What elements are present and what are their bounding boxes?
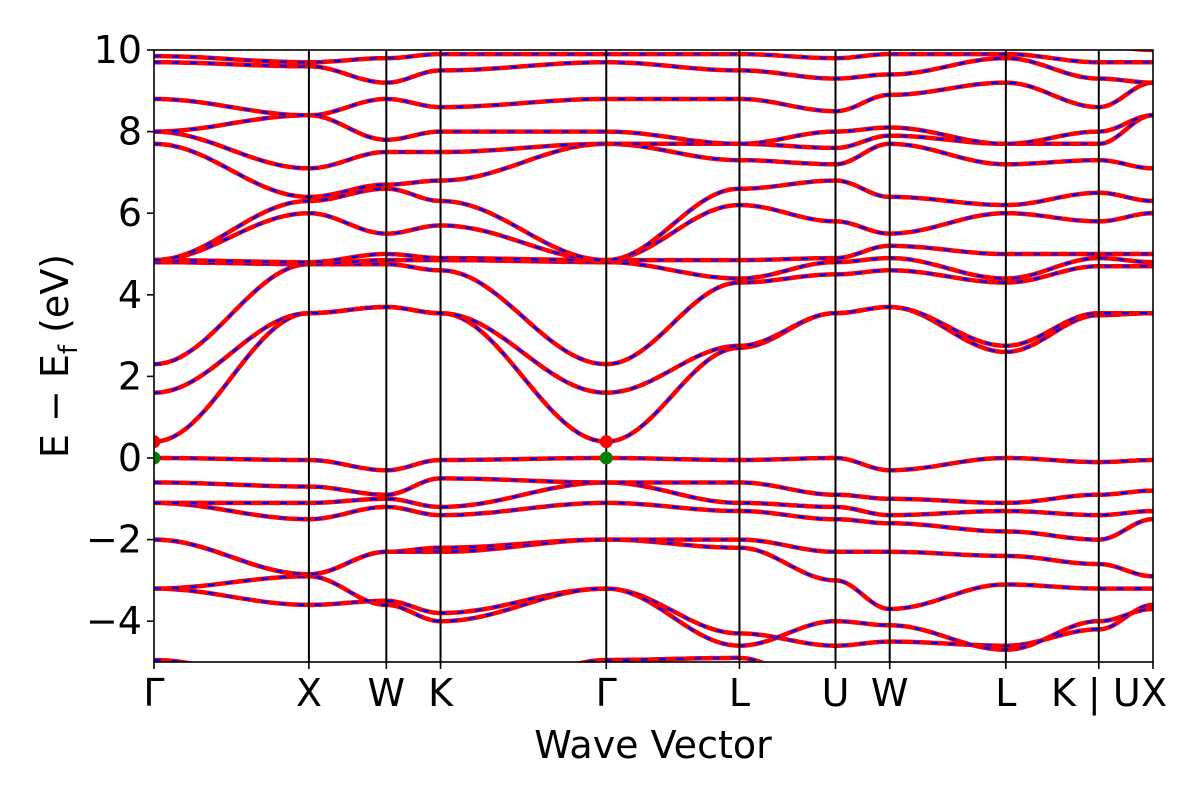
band-line-dashed: [154, 263, 1153, 366]
y-tick-label: 4: [118, 273, 142, 317]
y-tick-label: 2: [118, 354, 142, 398]
band-line-dashed: [154, 256, 1153, 280]
band-line-dashed: [154, 142, 1153, 199]
y-tick-label: 0: [118, 436, 142, 480]
plot-frame: [153, 49, 1154, 663]
x-tick-label: L: [729, 671, 750, 715]
x-tick-label: X: [1141, 671, 1167, 715]
x-tick-label: K | U: [1051, 671, 1141, 716]
band-line-dashed: [154, 52, 1153, 64]
band-line-dashed: [154, 481, 1153, 517]
y-axis-label-subscript: f: [54, 344, 84, 354]
x-tick-label: L: [995, 671, 1016, 715]
y-axis-label-unit: (eV): [33, 254, 77, 345]
x-tick-label: U: [822, 671, 850, 715]
band-line-dashed: [154, 456, 1153, 472]
y-tick-label: −2: [86, 518, 142, 562]
band-line-dashed: [154, 244, 1153, 264]
band-line-dashed: [154, 501, 1153, 541]
y-tick-label: −4: [86, 599, 142, 643]
y-tick-label: 6: [118, 191, 142, 235]
band-edge-markers: [154, 435, 613, 465]
x-tick-label: W: [871, 671, 909, 715]
x-tick-label: Γ: [143, 671, 164, 715]
high-symmetry-lines: [307, 50, 1100, 662]
cbm-marker: [599, 435, 613, 449]
x-tick-label: W: [368, 671, 406, 715]
y-tick-label: 8: [118, 110, 142, 154]
y-axis-label: E − Ef (eV): [33, 254, 84, 458]
band-line-dashed: [154, 477, 1153, 505]
cbm-marker: [154, 435, 161, 449]
x-tick-label: X: [296, 671, 322, 715]
x-tick-label: Γ: [596, 671, 617, 715]
y-axis-label-main: E − E: [33, 354, 77, 458]
x-tick-label: K: [428, 671, 454, 715]
vbm-marker: [154, 451, 161, 465]
y-tick-label: 10: [94, 28, 142, 72]
vbm-marker: [599, 451, 613, 465]
y-axis-ticks: −4 −2 0 2 4 6 8 10: [86, 28, 154, 643]
x-axis-label: Wave Vector: [534, 723, 772, 767]
